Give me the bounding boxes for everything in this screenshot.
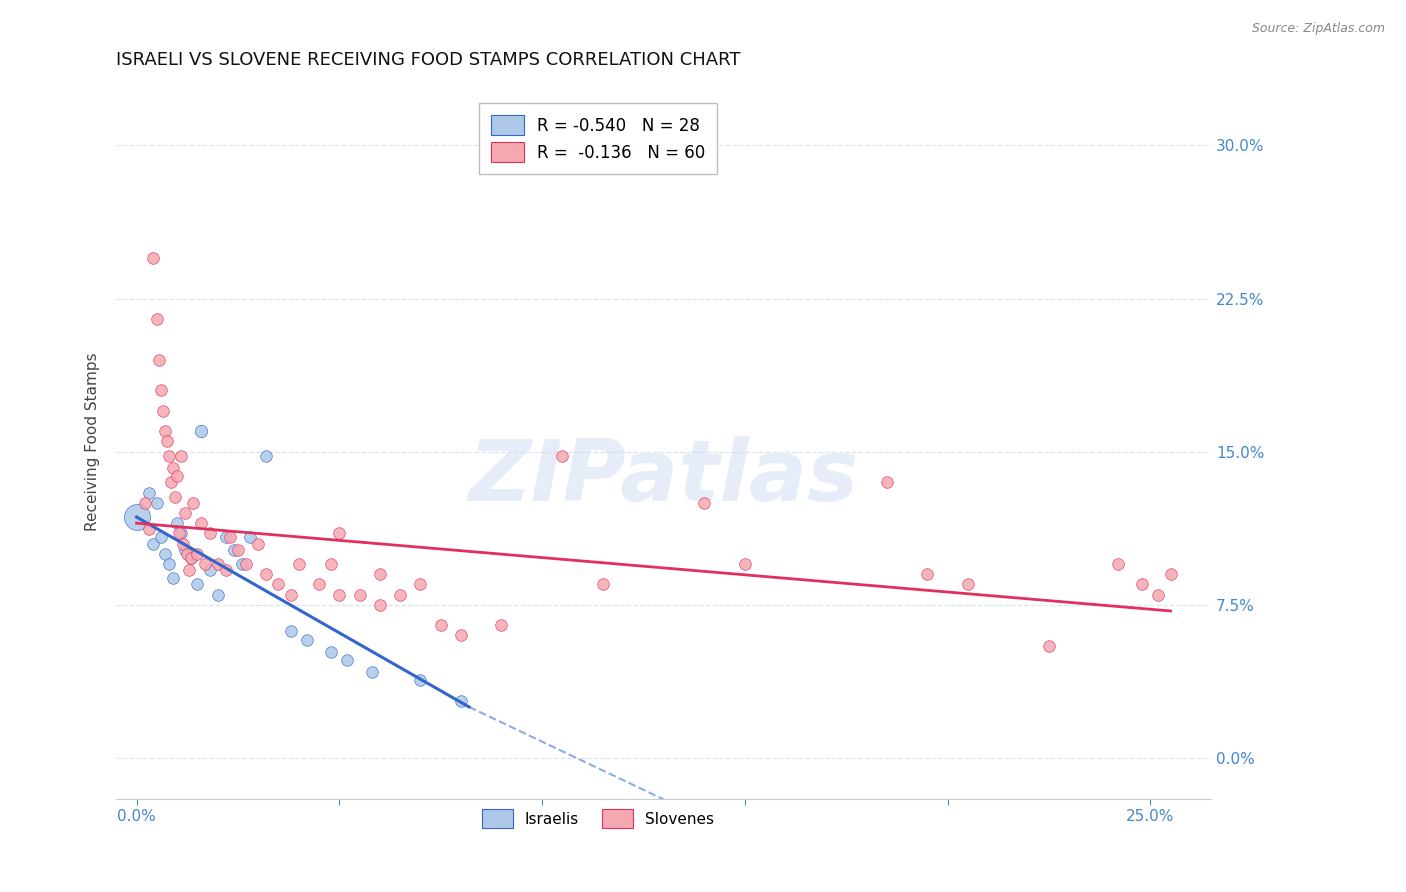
Point [190,424,212,438]
Point [165,490,187,504]
Point [247,536,270,550]
Point [287,557,309,571]
Text: 0.0%: 0.0% [117,809,156,824]
Point [167,526,190,541]
Point [162,571,184,585]
Point [389,588,412,602]
Point [207,588,229,602]
Point [409,673,432,688]
Point [1038,639,1060,653]
Point [207,557,229,571]
Point [295,632,318,647]
Point [956,577,979,591]
Point [138,485,160,500]
Point [157,557,180,571]
Point [166,469,188,483]
Point [360,665,382,680]
Text: Source: ZipAtlas.com: Source: ZipAtlas.com [1251,22,1385,36]
Point [149,531,172,545]
Point [146,496,169,510]
Point [149,384,172,398]
Point [176,547,198,561]
Point [349,588,371,602]
Point [336,653,359,667]
Point [592,577,614,591]
Point [146,312,169,326]
Point [157,449,180,463]
Point [231,557,253,571]
Text: ZIPatlas: ZIPatlas [468,435,859,519]
Point [321,645,343,659]
Point [267,577,290,591]
Point [148,352,170,367]
Point [170,526,193,541]
Point [215,531,238,545]
Point [198,563,221,577]
Point [321,557,343,571]
Point [215,563,238,577]
Point [174,506,197,520]
Point [368,567,391,582]
Point [254,567,277,582]
Point [1160,567,1182,582]
Point [280,588,302,602]
Point [1107,557,1129,571]
Point [153,424,176,438]
Point [222,542,245,557]
Point [156,434,179,449]
Point [180,550,202,565]
Point [142,536,165,550]
Point [190,516,212,530]
Point [162,461,184,475]
Point [450,628,472,642]
Point [368,598,391,612]
Point [429,618,451,632]
Point [1130,577,1153,591]
Point [186,547,208,561]
Point [170,449,193,463]
Point [180,550,202,565]
Point [239,531,262,545]
Point [328,526,350,541]
Point [254,449,277,463]
Point [152,404,174,418]
Point [160,475,183,490]
Point [134,496,156,510]
Point [166,516,188,530]
Point [226,542,249,557]
Point [450,694,472,708]
Point [280,624,302,639]
Legend: Israelis, Slovenes: Israelis, Slovenes [477,803,720,834]
Point [142,251,165,265]
Point [235,557,257,571]
Point [186,577,208,591]
Point [138,522,160,536]
Point [734,557,756,571]
Point [153,547,176,561]
Point [218,531,240,545]
Point [181,496,204,510]
Point [1147,588,1170,602]
Point [125,510,148,524]
Point [915,567,938,582]
Point [876,475,898,490]
Point [491,618,513,632]
Point [409,577,432,591]
Point [198,526,221,541]
Point [194,557,217,571]
Point [693,496,716,510]
Text: ISRAELI VS SLOVENE RECEIVING FOOD STAMPS CORRELATION CHART: ISRAELI VS SLOVENE RECEIVING FOOD STAMPS… [117,51,741,69]
Point [174,542,197,557]
Point [551,449,574,463]
Point [179,563,201,577]
Y-axis label: Receiving Food Stamps: Receiving Food Stamps [86,352,100,531]
Point [172,536,194,550]
Point [328,588,350,602]
Text: 25.0%: 25.0% [1126,809,1174,824]
Point [308,577,330,591]
